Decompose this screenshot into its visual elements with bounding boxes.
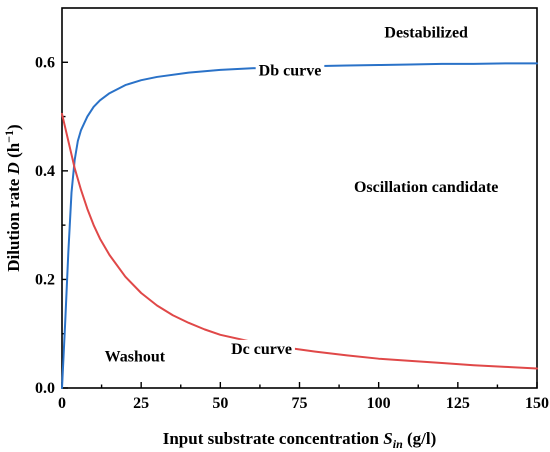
y-axis-title-main: Dilution rate bbox=[4, 174, 23, 271]
y-axis-title-symbol: D bbox=[4, 162, 23, 175]
x-tick-label: 25 bbox=[133, 395, 149, 412]
y-axis-title-superscript: −1 bbox=[2, 130, 16, 143]
y-tick-label: 0.4 bbox=[35, 163, 55, 180]
dc-curve-line bbox=[61, 112, 538, 370]
annotation-db-backdrop bbox=[255, 61, 325, 81]
x-axis-title-symbol: S bbox=[383, 429, 392, 448]
annotation-oscillation: Oscillation candidate bbox=[354, 179, 498, 196]
ticks: 0 25 50 75 100 125 150 0.0 0.2 0.4 0.6 bbox=[35, 54, 549, 412]
annotation-destabilized: Destabilized bbox=[384, 24, 468, 41]
x-axis-title-subscript: in bbox=[393, 437, 403, 451]
x-tick-label: 0 bbox=[58, 395, 66, 412]
y-tick-label: 0.0 bbox=[35, 380, 55, 397]
x-tick-label: 75 bbox=[292, 395, 308, 412]
y-tick-label: 0.2 bbox=[35, 271, 55, 288]
x-tick-label: 125 bbox=[446, 395, 470, 412]
db-curve-line bbox=[61, 62, 538, 389]
x-tick-label: 100 bbox=[367, 395, 391, 412]
x-axis-title: Input substrate concentration Sin (g/l) bbox=[163, 429, 437, 451]
annotation-db: Db curve bbox=[259, 62, 322, 79]
y-axis-title: Dilution rate D (h−1) bbox=[2, 124, 23, 271]
annotation-dc: Dc curve bbox=[231, 341, 292, 358]
annotations: Db curve Dc curve Destabilized Oscillation … bbox=[105, 24, 499, 365]
y-tick-label: 0.6 bbox=[35, 54, 55, 71]
x-tick-label: 150 bbox=[525, 395, 549, 412]
x-axis-title-main: Input substrate concentration bbox=[163, 429, 384, 448]
x-tick-label: 50 bbox=[212, 395, 228, 412]
series-layer bbox=[61, 62, 538, 389]
y-axis-title-unit-close: ) bbox=[4, 124, 23, 130]
x-axis-title-unit: (g/l) bbox=[403, 429, 437, 448]
annotation-washout: Washout bbox=[105, 349, 166, 366]
annotation-dc-backdrop bbox=[228, 339, 295, 359]
y-axis-title-unit-open: (h bbox=[4, 142, 23, 162]
